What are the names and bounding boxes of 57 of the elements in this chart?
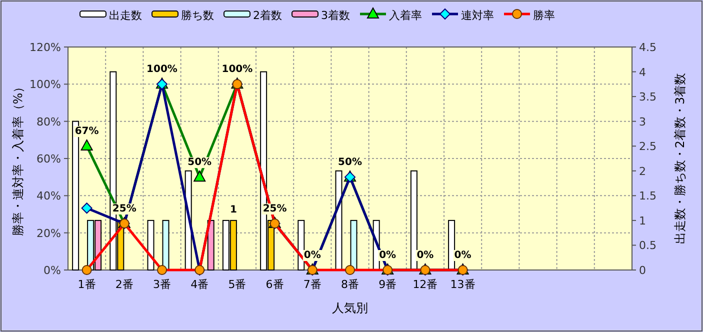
x-tick-label: 9番 <box>378 278 397 291</box>
bar <box>448 220 456 270</box>
y-axis-title: 勝率・連対率・入着率（%） <box>11 80 25 236</box>
bar <box>350 220 358 270</box>
x-tick-label: 3番 <box>153 278 171 291</box>
data-label: 25% <box>262 204 287 215</box>
data-label: 100% <box>146 64 178 76</box>
data-label: 0% <box>304 250 321 261</box>
data-label: 0% <box>379 250 396 261</box>
y-tick-label: 80% <box>36 115 61 128</box>
y2-tick-label: 3.5 <box>639 90 656 104</box>
bar <box>207 220 214 270</box>
data-label: 0% <box>454 250 472 261</box>
y2-tick-label: 1.5 <box>639 190 656 203</box>
y-tick-label: 60% <box>36 152 61 166</box>
legend-label: 勝率 <box>533 9 555 22</box>
legend-label: 2着数 <box>253 9 282 22</box>
y-tick-label: 40% <box>36 190 61 203</box>
data-label: 1 <box>230 204 237 216</box>
bar <box>410 170 418 270</box>
y2-tick-label: 3 <box>639 115 646 128</box>
point <box>81 202 92 214</box>
y2-tick-label: 2.5 <box>639 140 656 154</box>
y-tick-label: 0% <box>44 264 61 277</box>
legend-label: 3着数 <box>321 9 350 22</box>
x-tick-label: 5番 <box>228 278 246 291</box>
bar <box>162 220 170 270</box>
x-tick-label: 8番 <box>341 278 359 291</box>
x-tick-label: 4番 <box>190 278 209 291</box>
y2-tick-label: 4 <box>639 66 646 79</box>
y2-tick-label: 1 <box>639 214 646 228</box>
y-tick-label: 20% <box>36 226 61 240</box>
data-label: 100% <box>222 64 253 76</box>
bar <box>147 220 154 270</box>
legend-label: 入着率 <box>389 9 422 22</box>
legend-label: 出走数 <box>109 9 142 22</box>
y-tick-label: 100% <box>30 78 61 92</box>
x-tick-label: 7番 <box>303 278 322 291</box>
y2-tick-label: 2 <box>639 164 646 178</box>
y2-tick-label: 0.5 <box>639 239 656 252</box>
x-tick-label: 1番 <box>78 278 96 291</box>
x-tick-label: 2番 <box>115 278 134 291</box>
data-label: 50% <box>338 157 362 168</box>
y-tick-label: 120% <box>30 41 61 54</box>
x-tick-label: 6番 <box>266 278 284 291</box>
x-tick-label: 12番 <box>412 278 438 291</box>
y2-tick-label: 4.5 <box>639 41 656 54</box>
x-axis-title: 人気別 <box>332 301 368 315</box>
legend-label: 勝ち数 <box>181 9 214 22</box>
legend-label: 連対率 <box>461 9 494 22</box>
data-label: 50% <box>188 157 212 168</box>
data-label: 67% <box>74 126 99 138</box>
data-label: 0% <box>416 250 434 261</box>
data-label: 25% <box>112 204 136 215</box>
y2-axis-title: 出走数・勝ち数・2着数・3着数 <box>673 72 687 244</box>
x-tick-label: 13番 <box>450 278 476 291</box>
y2-tick-label: 0 <box>639 264 646 277</box>
